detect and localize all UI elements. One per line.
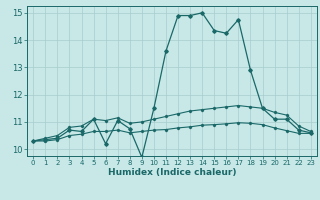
X-axis label: Humidex (Indice chaleur): Humidex (Indice chaleur) <box>108 168 236 177</box>
